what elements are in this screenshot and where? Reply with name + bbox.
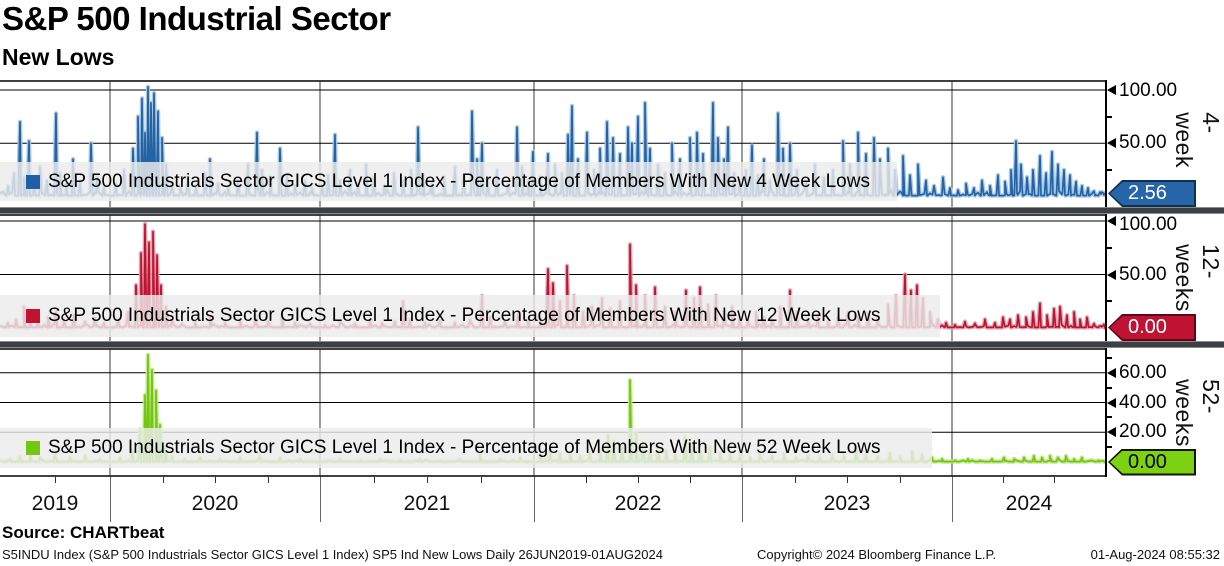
legend-12-weeks: S&P 500 Industrials Sector GICS Level 1 … xyxy=(0,295,940,337)
footer-description: S5INDU Index (S&P 500 Industrials Sector… xyxy=(2,547,663,562)
legend-marker-icon xyxy=(26,174,40,189)
last-value-text: 2.56 xyxy=(1110,182,1194,205)
y-axis-tick-label: 40.00 xyxy=(1119,391,1167,413)
last-value-badge: 0.00 xyxy=(1108,448,1196,476)
y-axis-tick-label: 20.00 xyxy=(1119,421,1167,443)
y-axis-title: 4-week xyxy=(1171,111,1224,168)
y-axis-12-weeks: 100.00 50.00 0.00 12-weeks xyxy=(1105,214,1224,341)
legend-4-week: S&P 500 Industrials Sector GICS Level 1 … xyxy=(0,162,897,201)
last-value-text: 0.00 xyxy=(1110,450,1194,474)
x-axis-minor-tick xyxy=(374,477,375,483)
x-axis-year-tick xyxy=(952,477,953,522)
chart-title: S&P 500 Industrial Sector xyxy=(2,0,391,37)
x-axis-year-tick xyxy=(742,477,743,522)
y-axis-tick-label: 60.00 xyxy=(1119,361,1167,383)
legend-marker-icon xyxy=(26,441,40,455)
x-axis-minor-tick xyxy=(215,477,216,483)
y-axis-minor-tick xyxy=(1107,416,1112,419)
x-axis-year-tick xyxy=(534,477,535,522)
legend-52-weeks: S&P 500 Industrials Sector GICS Level 1 … xyxy=(0,428,932,468)
x-axis-year-label: 2021 xyxy=(403,492,451,515)
x-axis-minor-tick xyxy=(795,477,796,483)
last-value-badge: 0.00 xyxy=(1108,314,1196,341)
x-axis-year-label: 2019 xyxy=(31,492,79,515)
y-axis-tick-label: 50.00 xyxy=(1119,132,1167,154)
x-axis: 2019 2020 2021 2022 2023 2024 xyxy=(0,477,1224,523)
y-axis-minor-tick xyxy=(1107,246,1112,249)
panel-12-weeks: S&P 500 Industrials Sector GICS Level 1 … xyxy=(0,214,1224,341)
y-axis-tick xyxy=(1107,138,1116,149)
panel-separator xyxy=(0,341,1224,348)
y-axis-52-weeks: 60.00 40.00 20.00 0.00 52-weeks xyxy=(1105,348,1224,477)
x-axis-year-tick xyxy=(320,477,321,522)
x-axis-year-label: 2020 xyxy=(191,492,239,515)
x-axis-year-tick xyxy=(110,477,111,522)
x-axis-year-label: 2022 xyxy=(614,492,662,515)
y-axis-title: 52-weeks xyxy=(1171,378,1224,447)
y-axis-title: 12-weeks xyxy=(1171,243,1224,312)
panel-52-weeks: S&P 500 Industrials Sector GICS Level 1 … xyxy=(0,348,1224,477)
source-label: Source: CHARTbeat xyxy=(2,523,165,542)
x-axis-year-label: 2024 xyxy=(1005,492,1053,515)
x-axis-minor-tick xyxy=(638,477,639,483)
panel-separator xyxy=(0,207,1224,214)
y-axis-minor-tick xyxy=(1107,168,1112,171)
x-axis-minor-tick xyxy=(586,477,587,483)
legend-marker-icon xyxy=(26,309,40,323)
y-axis-tick-label: 100.00 xyxy=(1119,80,1178,101)
last-value-badge: 2.56 xyxy=(1108,180,1196,207)
chart-subtitle: New Lows xyxy=(2,44,115,70)
y-axis-tick xyxy=(1107,397,1116,408)
y-axis-tick xyxy=(1107,427,1116,438)
y-axis-tick xyxy=(1107,367,1116,378)
y-axis-tick-label: 50.00 xyxy=(1119,263,1167,285)
x-axis-year-label: 2023 xyxy=(823,492,871,515)
x-axis-minor-tick xyxy=(268,477,269,483)
y-axis-tick xyxy=(1107,85,1116,95)
y-axis-tick xyxy=(1107,216,1116,226)
x-axis-minor-tick xyxy=(1003,477,1004,483)
legend-label: S&P 500 Industrials Sector GICS Level 1 … xyxy=(48,305,881,326)
y-axis-minor-tick xyxy=(1107,115,1112,118)
y-axis-tick xyxy=(1107,269,1116,280)
x-axis-minor-tick xyxy=(847,477,848,483)
x-axis-minor-tick xyxy=(900,477,901,483)
y-axis-tick-label: 100.00 xyxy=(1119,214,1178,235)
y-axis-minor-tick xyxy=(1107,300,1112,303)
y-axis-minor-tick xyxy=(1107,386,1112,389)
panel-4-week: S&P 500 Industrials Sector GICS Level 1 … xyxy=(0,80,1224,207)
x-axis-minor-tick xyxy=(481,477,482,483)
footer-copyright: Copyright© 2024 Bloomberg Finance L.P. xyxy=(757,547,997,562)
last-value-text: 0.00 xyxy=(1110,316,1194,339)
legend-label: S&P 500 Industrials Sector GICS Level 1 … xyxy=(48,170,870,192)
y-axis-4-week: 100.00 50.00 2.56 4-week xyxy=(1105,80,1224,207)
x-axis-minor-tick xyxy=(1054,477,1055,483)
x-axis-minor-tick xyxy=(163,477,164,483)
x-axis-minor-tick xyxy=(427,477,428,483)
y-axis-minor-tick xyxy=(1107,446,1112,449)
y-axis-minor-tick xyxy=(1107,356,1112,359)
x-axis-minor-tick xyxy=(690,477,691,483)
x-axis-minor-tick xyxy=(55,477,56,483)
legend-label: S&P 500 Industrials Sector GICS Level 1 … xyxy=(48,437,881,458)
footer-timestamp: 01-Aug-2024 08:55:32 xyxy=(1090,547,1220,562)
